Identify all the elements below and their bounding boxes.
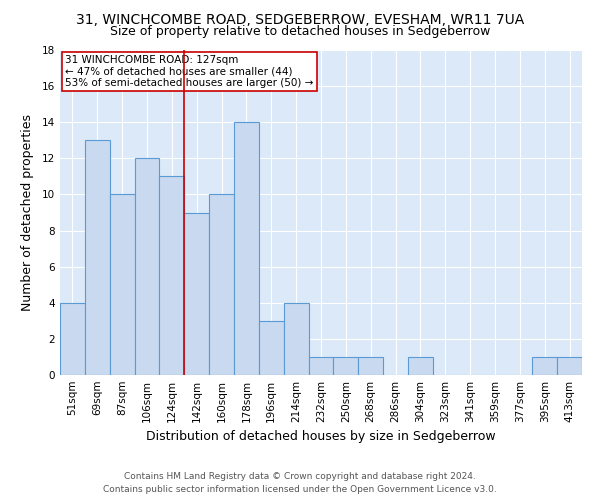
Bar [358, 357, 383, 375]
Bar [334, 357, 358, 375]
Bar [408, 357, 433, 375]
Bar [209, 194, 234, 375]
Bar [184, 212, 209, 375]
Bar [110, 194, 134, 375]
Bar [308, 357, 334, 375]
Text: Contains HM Land Registry data © Crown copyright and database right 2024.
Contai: Contains HM Land Registry data © Crown c… [103, 472, 497, 494]
Bar [60, 303, 85, 375]
Bar [259, 321, 284, 375]
Text: 31 WINCHCOMBE ROAD: 127sqm
← 47% of detached houses are smaller (44)
53% of semi: 31 WINCHCOMBE ROAD: 127sqm ← 47% of deta… [65, 55, 314, 88]
Bar [234, 122, 259, 375]
Bar [284, 303, 308, 375]
X-axis label: Distribution of detached houses by size in Sedgeberrow: Distribution of detached houses by size … [146, 430, 496, 444]
Bar [160, 176, 184, 375]
Bar [134, 158, 160, 375]
Bar [557, 357, 582, 375]
Bar [85, 140, 110, 375]
Text: 31, WINCHCOMBE ROAD, SEDGEBERROW, EVESHAM, WR11 7UA: 31, WINCHCOMBE ROAD, SEDGEBERROW, EVESHA… [76, 12, 524, 26]
Y-axis label: Number of detached properties: Number of detached properties [20, 114, 34, 311]
Text: Size of property relative to detached houses in Sedgeberrow: Size of property relative to detached ho… [110, 25, 490, 38]
Bar [532, 357, 557, 375]
